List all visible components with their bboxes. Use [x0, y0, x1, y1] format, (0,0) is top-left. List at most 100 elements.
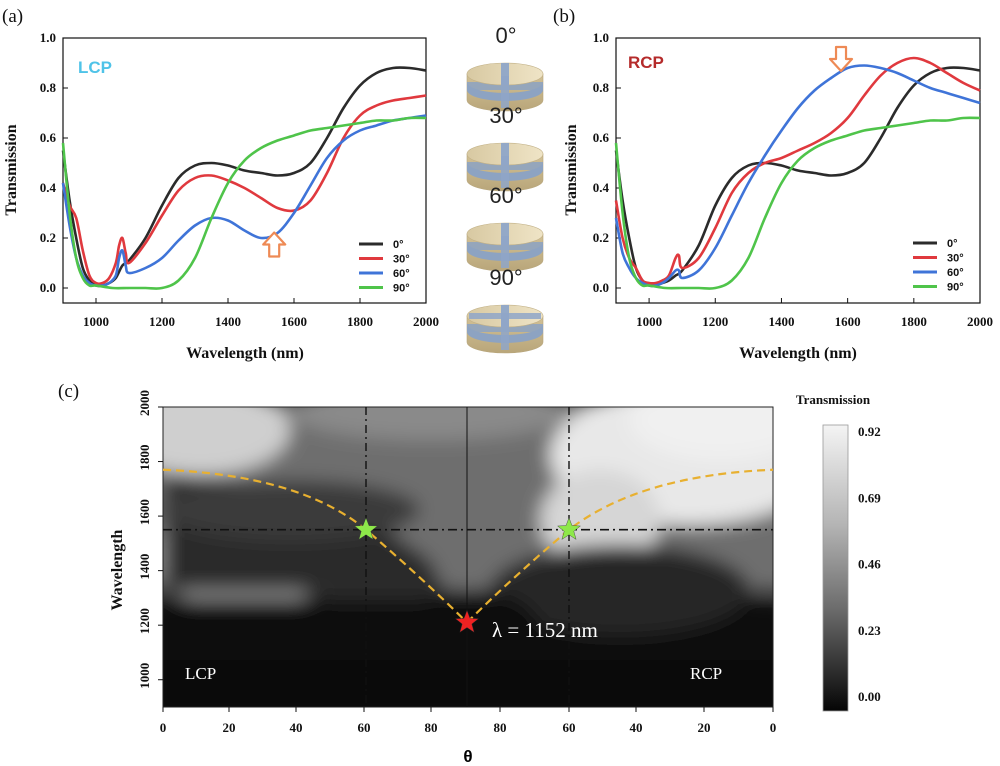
x-tick-label: 0	[160, 720, 167, 735]
y-tick-label: 0.8	[593, 80, 610, 95]
arrow-indicator	[262, 231, 287, 258]
series-line-0deg	[614, 66, 981, 288]
panel-b: (b) 1000 1200 1400 1600 1800 2000 0.0 0.2 0.4 0.6…	[553, 6, 993, 362]
x-tick-label: 1800	[901, 314, 927, 329]
series-line-90deg	[614, 116, 981, 290]
x-tick-label: 40	[290, 720, 303, 735]
disk-model	[466, 142, 544, 192]
panel-c-label: (c)	[58, 381, 79, 402]
colorbar-tick-label: 0.69	[858, 490, 881, 505]
y-tick-label: 1600	[137, 499, 152, 525]
y-tick-label: 0.4	[40, 180, 57, 195]
series-line-90deg	[61, 116, 427, 290]
y-tick-label: 1200	[137, 608, 152, 634]
heatmap-frame	[162, 406, 774, 708]
x-tick-label: 1400	[215, 314, 241, 329]
panel-a-legend: 0° 30° 60° 90°	[359, 239, 410, 295]
colorbar-tick-label: 0.46	[858, 557, 881, 572]
colorbar-tick-label: 0.23	[858, 623, 881, 638]
arrow-indicator	[828, 45, 854, 73]
colorbar-tick-label: 0.92	[858, 424, 881, 439]
marker-star-rcp	[557, 517, 581, 540]
panel-b-xlabel: Wavelength (nm)	[739, 345, 857, 362]
y-tick-label: 1800	[137, 445, 152, 471]
y-tick-label: 0.2	[593, 230, 609, 245]
x-tick-label: 60	[358, 720, 371, 735]
heatmap-overlay	[162, 407, 774, 707]
panel-b-axes: 1000 1200 1400 1600 1800 2000 0.0 0.2 0.4 0.6 0.8 1…	[593, 30, 993, 329]
y-tick-label: 2000	[137, 390, 152, 416]
y-tick-label: 0.8	[40, 80, 57, 95]
x-tick-label: 40	[630, 720, 643, 735]
heatmap-rcp-label: RCP	[690, 664, 722, 683]
legend-label: 30°	[393, 254, 410, 266]
x-tick-label: 1000	[636, 314, 662, 329]
legend-label: 90°	[393, 283, 410, 295]
panel-b-ylabel: Transmission	[563, 124, 580, 215]
panel-a-xlabel: Wavelength (nm)	[186, 345, 304, 362]
y-tick-label: 0.6	[40, 130, 57, 145]
heatmap-axes: 0 20 40 60 80 80 60 40 20 0 1000 1200 1400 1600 1800 20…	[137, 390, 776, 735]
x-tick-label: 80	[494, 720, 507, 735]
x-tick-label: 20	[223, 720, 236, 735]
marker-star-center	[455, 609, 479, 633]
series-line-30deg	[61, 94, 427, 286]
disk-model	[466, 62, 544, 112]
panel-b-label: (b)	[553, 6, 575, 27]
panel-a-arrow	[262, 231, 287, 258]
panel-a-title: LCP	[78, 58, 112, 77]
panel-b-legend: 0° 30° 60° 90°	[913, 238, 964, 294]
x-tick-label: 0	[770, 720, 777, 735]
marker-star-lcp	[354, 517, 378, 540]
heatmap-xlabel: θ	[463, 747, 472, 766]
x-tick-label: 1600	[281, 314, 307, 329]
colorbar-tick-label: 0.00	[858, 689, 881, 704]
angle-label: 90°	[489, 265, 522, 290]
x-tick-label: 1800	[347, 314, 373, 329]
x-tick-label: 2000	[967, 314, 993, 329]
x-tick-label: 1000	[83, 314, 109, 329]
y-tick-label: 1.0	[40, 30, 56, 45]
panel-b-arrow	[828, 45, 854, 73]
panel-a-series	[61, 66, 427, 290]
panel-a-ylabel: Transmission	[3, 124, 20, 215]
panel-c: (c)	[58, 381, 881, 766]
legend-label: 0°	[947, 238, 958, 250]
legend-label: 60°	[947, 267, 964, 279]
heatmap-image	[163, 407, 773, 707]
series-line-60deg	[614, 64, 981, 288]
x-tick-label: 1200	[149, 314, 175, 329]
y-tick-label: 0.0	[40, 280, 56, 295]
panel-b-series	[614, 56, 981, 290]
wavelength-annotation: λ = 1152 nm	[492, 618, 598, 642]
series-line-60deg	[61, 114, 427, 288]
angle-label: 0°	[495, 23, 516, 48]
y-tick-label: 1400	[137, 554, 152, 580]
x-tick-label: 1400	[768, 314, 794, 329]
x-tick-label: 2000	[413, 314, 439, 329]
legend-label: 0°	[393, 239, 404, 251]
x-tick-label: 80	[425, 720, 438, 735]
y-tick-label: 0.4	[593, 180, 610, 195]
x-tick-label: 20	[698, 720, 711, 735]
y-tick-label: 0.0	[593, 280, 609, 295]
panel-a-label: (a)	[2, 6, 23, 27]
disk-model	[466, 304, 544, 354]
colorbar	[822, 424, 849, 712]
x-tick-label: 60	[563, 720, 576, 735]
panel-b-plot-frame	[615, 37, 981, 304]
panel-a: (a) 1000 1200 1400 1600 1800 2000 0.0 0.2 0.4 0.6…	[2, 6, 439, 362]
legend-label: 60°	[393, 268, 410, 280]
colorbar-title: Transmission	[796, 392, 871, 407]
series-line-30deg	[614, 56, 981, 285]
heatmap-ylabel: Wavelength	[109, 529, 126, 610]
disk-model	[466, 222, 544, 272]
colorbar-ticks: 0.92 0.69 0.46 0.23 0.00	[858, 424, 881, 704]
y-tick-label: 0.6	[593, 130, 610, 145]
panel-a-plot-frame	[62, 37, 427, 304]
panel-b-title: RCP	[628, 53, 664, 72]
heatmap-lcp-label: LCP	[185, 664, 216, 683]
x-tick-label: 1600	[835, 314, 861, 329]
